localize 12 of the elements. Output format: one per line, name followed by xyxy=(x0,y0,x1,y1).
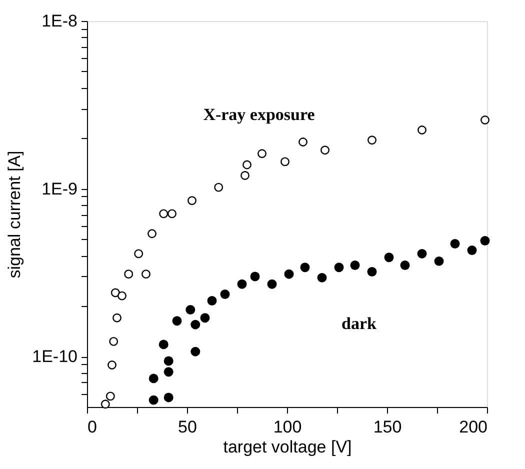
y-tick-label: 1E-10 xyxy=(32,347,78,366)
series-label: X-ray exposure xyxy=(203,105,316,124)
x-tick-label: 150 xyxy=(373,418,402,436)
x-axis-title: target voltage [V] xyxy=(223,438,352,456)
text: dark xyxy=(342,314,378,333)
y-tick-label: 1E-8 xyxy=(42,12,78,30)
x-tick-label: 100 xyxy=(273,418,302,436)
x-tick-label: 50 xyxy=(178,418,197,436)
y-tick-label: 1E-9 xyxy=(42,179,78,198)
x-tick-label: 0 xyxy=(88,418,97,436)
x-tick-label: 200 xyxy=(459,418,488,436)
y-axis-title: signal current [A] xyxy=(5,150,24,278)
